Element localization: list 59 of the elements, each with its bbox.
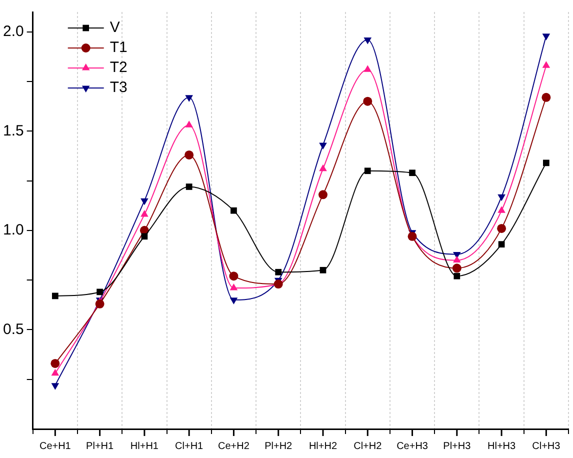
point	[364, 38, 372, 44]
legend-label: V	[110, 19, 120, 36]
point	[319, 142, 327, 150]
point	[230, 284, 238, 290]
point	[184, 150, 194, 160]
point	[185, 95, 193, 102]
point	[364, 65, 372, 72]
x-tick-label: Cl+H3	[532, 440, 561, 452]
point	[409, 170, 416, 176]
point	[50, 358, 60, 368]
point	[320, 266, 326, 274]
x-tick-label: Ce+H3	[396, 440, 428, 452]
y-tick-label: 0.5	[2, 320, 24, 338]
point	[498, 206, 506, 213]
point	[454, 272, 460, 280]
point	[363, 96, 372, 106]
point	[543, 160, 550, 166]
legend-label: T2	[110, 59, 128, 76]
y-tick-label: 1.0	[2, 222, 24, 239]
x-tick-label: Ce+H2	[218, 440, 250, 452]
x-tick-label: Cl+H2	[354, 440, 382, 452]
x-tick-label: Hl+H2	[308, 440, 338, 452]
point	[230, 298, 238, 304]
y-tick-label: 1.5	[2, 122, 24, 140]
point	[141, 233, 148, 240]
point	[364, 168, 371, 174]
point	[498, 241, 505, 248]
x-tick-label: Ce+H1	[39, 440, 72, 452]
x-tick-label: Hl+H3	[488, 440, 516, 452]
point	[229, 272, 238, 281]
point	[51, 368, 60, 376]
x-tick-label: Pl+H2	[264, 440, 293, 452]
point	[319, 164, 327, 172]
point	[453, 256, 461, 262]
point	[96, 288, 103, 296]
legend-label: T1	[110, 39, 128, 56]
point	[275, 268, 282, 276]
x-tick-label: Pl+H3	[443, 440, 472, 452]
point	[542, 34, 550, 40]
point	[318, 190, 328, 200]
point	[185, 120, 193, 128]
point	[52, 292, 58, 300]
x-tick-label: Cl+H1	[175, 440, 204, 452]
x-tick-label: Hl+H1	[130, 440, 159, 452]
point	[497, 224, 506, 233]
x-tick-label: Pl+H1	[86, 440, 114, 452]
point	[274, 280, 283, 289]
point	[542, 61, 550, 68]
point	[230, 207, 237, 214]
point	[95, 299, 104, 308]
point	[140, 210, 148, 217]
point	[186, 184, 192, 190]
point	[498, 194, 506, 202]
y-tick-label: 2.0	[2, 23, 24, 40]
point	[452, 264, 462, 273]
point	[542, 92, 551, 102]
legend-label: T3	[110, 79, 128, 96]
point	[51, 383, 60, 390]
point	[140, 198, 148, 206]
